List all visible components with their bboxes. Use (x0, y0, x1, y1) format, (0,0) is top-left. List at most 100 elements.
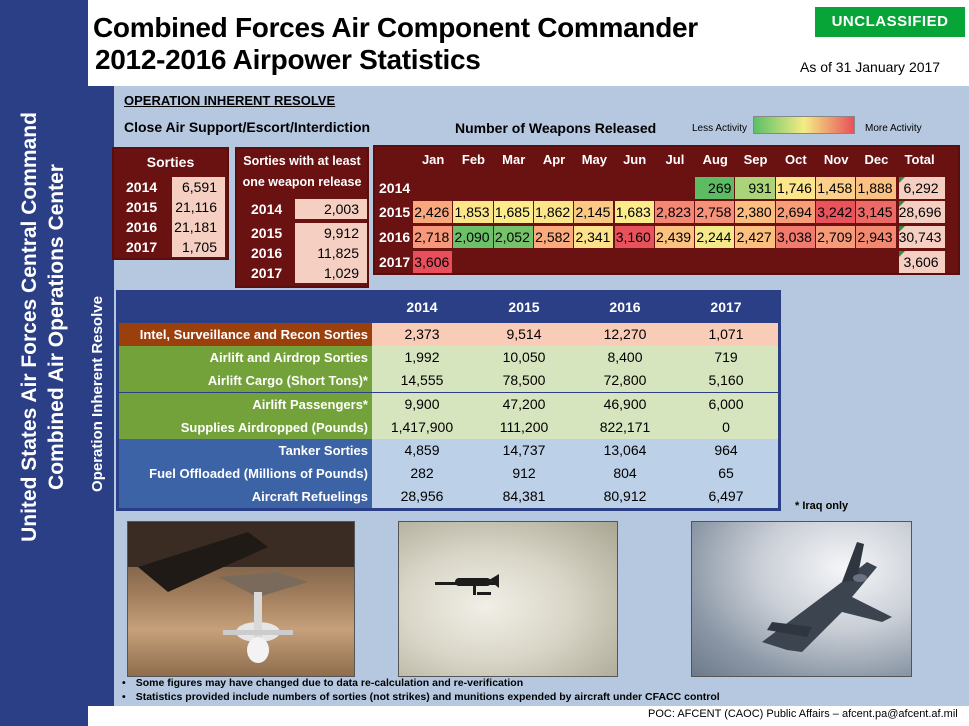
stats-cell: 6,497 (708, 488, 744, 505)
stats-row-values: 14,555 78,500 72,800 5,160 (372, 369, 778, 393)
cas-subheading: Close Air Support/Escort/Interdiction (124, 119, 371, 135)
stats-cell: 28,956 (400, 488, 444, 505)
stats-cell: 912 (512, 465, 536, 482)
stats-cell: 964 (714, 442, 738, 458)
left-banner (0, 0, 88, 726)
sorties-year: 2014 (126, 179, 158, 195)
stats-cell: 6,000 (708, 395, 744, 412)
stats-cell: 1,071 (708, 326, 744, 342)
stats-cell: 1,417,900 (390, 418, 454, 435)
heatmap-cell: 1,685 (493, 201, 533, 223)
heatmap-cell: 2,244 (695, 226, 735, 248)
heatmap-cell: 2,709 (816, 226, 856, 248)
stats-cell: 111,200 (499, 418, 549, 435)
heatmap-cell: 2,758 (695, 201, 735, 223)
stats-year-header: 2017 (710, 299, 742, 315)
stats-cell: 0 (722, 418, 730, 435)
heatmap-cell: 2,341 (574, 226, 614, 248)
heatmap-year: 2014 (379, 180, 411, 196)
stats-cell: 719 (714, 349, 738, 366)
less-activity-label: Less Activity (692, 123, 748, 134)
stats-row-values: 4,859 14,737 13,064 964 (372, 439, 778, 462)
weapons-title: Number of Weapons Released (455, 120, 657, 136)
as-of-date: As of 31 January 2017 (800, 59, 941, 75)
stats-cell: 1,992 (404, 349, 440, 366)
month-header: Nov (823, 152, 849, 167)
stats-row-label: Aircraft Refuelings (119, 485, 372, 509)
stats-cell: 14,737 (502, 442, 546, 458)
fighter-jet-photo (691, 521, 912, 677)
stats-row: Airlift Passengers* 9,900 47,200 46,900 6,00… (119, 392, 778, 416)
stats-row-values: 2,373 9,514 12,270 1,071 (372, 323, 778, 346)
heatmap-cell: 2,694 (775, 201, 815, 223)
heatmap-cell: 1,888 (856, 177, 896, 199)
stats-row-values: 28,956 84,381 80,912 6,497 (372, 485, 778, 509)
stats-row-values: 9,900 47,200 46,900 6,000 (372, 392, 778, 416)
month-header: Jul (665, 152, 685, 167)
heatmap-cell: 2,823 (654, 201, 695, 223)
stats-row-label: Tanker Sorties (119, 439, 372, 462)
heatmap-cell: 2,718 (413, 226, 453, 248)
weapon-sorties-row: 2015 9,912 (237, 223, 367, 243)
stats-row: Airlift Cargo (Short Tons)* 14,555 78,500 7… (119, 369, 778, 393)
stats-cell: 10,050 (502, 349, 546, 366)
sorties-row: 2016 21,181 (114, 217, 227, 237)
heatmap-cell: 2,582 (533, 226, 574, 248)
heatmap-total: 30,743 (898, 226, 945, 248)
weapons-released-heatmap: Jan Feb Mar Apr May Jun Jul Aug Sep Oct Nov Dec Tota… (373, 145, 960, 275)
heatmap-cell: 3,160 (614, 226, 654, 248)
weapon-sorties-row: 2017 1,029 (237, 263, 367, 283)
iraq-only-note: * Iraq only (795, 500, 849, 512)
more-activity-label: More Activity (865, 123, 922, 134)
heatmap-cell: 2,426 (413, 201, 453, 223)
total-marker (898, 177, 905, 183)
stats-cell: 46,900 (603, 395, 647, 412)
stats-cell: 5,160 (708, 372, 744, 389)
heatmap-cell: 1,862 (533, 201, 574, 223)
month-header: Dec (864, 152, 889, 167)
sorties-value: 21,116 (172, 197, 225, 217)
sorties-table: Sorties 2014 6,591 2015 21,116 2016 21,181 201… (112, 147, 229, 260)
weapon-sorties-row: 2014 2,003 (237, 199, 367, 219)
weapon-sorties-year: 2017 (251, 265, 283, 281)
stats-cell: 12,270 (603, 326, 647, 342)
heatmap-cell: 2,090 (453, 226, 493, 248)
month-header: Oct (785, 152, 807, 167)
stats-row-values: 1,417,900 111,200 822,171 0 (372, 415, 778, 439)
stats-year-header: 2016 (609, 299, 641, 315)
stats-cell: 8,400 (607, 349, 643, 366)
stats-header-row: 2014 2015 2016 2017 (119, 293, 778, 323)
operation-sidebar (82, 86, 114, 706)
heatmap-cell: 269 (695, 177, 735, 199)
sorties-year: 2017 (126, 239, 158, 255)
weapon-sorties-table: Sorties with at least one weapon release… (235, 147, 369, 288)
month-header: Aug (702, 152, 728, 167)
footnotes: Some figures may have changed due to dat… (122, 676, 720, 704)
weapon-sorties-value: 11,825 (295, 243, 367, 263)
stats-row-label: Supplies Airdropped (Pounds) (119, 415, 372, 439)
footnote-item: Some figures may have changed due to dat… (122, 676, 720, 690)
sorties-row: 2014 6,591 (114, 177, 227, 197)
weapon-sorties-year: 2015 (251, 225, 283, 241)
page-title-line2: 2012-2016 Airpower Statistics (95, 44, 481, 75)
stats-cell: 822,171 (599, 418, 651, 435)
month-header: Mar (502, 152, 526, 167)
sorties-value: 21,181 (172, 217, 225, 237)
stats-row: Fuel Offloaded (Millions of Pounds) 282 91… (119, 462, 778, 486)
heatmap-cell: 931 (735, 177, 775, 199)
stats-cell: 282 (410, 465, 434, 482)
stats-cell: 4,859 (404, 442, 440, 458)
stats-cell: 47,200 (502, 395, 546, 412)
heatmap-year: 2016 (379, 229, 411, 245)
sorties-year: 2016 (126, 219, 158, 235)
month-header: Apr (542, 152, 566, 167)
heatmap-cell: 2,439 (654, 226, 695, 248)
stats-row: Airlift and Airdrop Sorties 1,992 10,050 8,… (119, 346, 778, 370)
stats-row: Supplies Airdropped (Pounds) 1,417,900 111… (119, 415, 778, 439)
stats-row-label: Intel, Surveillance and Recon Sorties (119, 323, 372, 346)
month-header: Sep (743, 152, 768, 167)
heatmap-cell: 2,380 (735, 201, 775, 223)
activity-gradient-legend (753, 116, 855, 134)
month-header: May (581, 152, 607, 167)
total-marker (898, 201, 905, 207)
